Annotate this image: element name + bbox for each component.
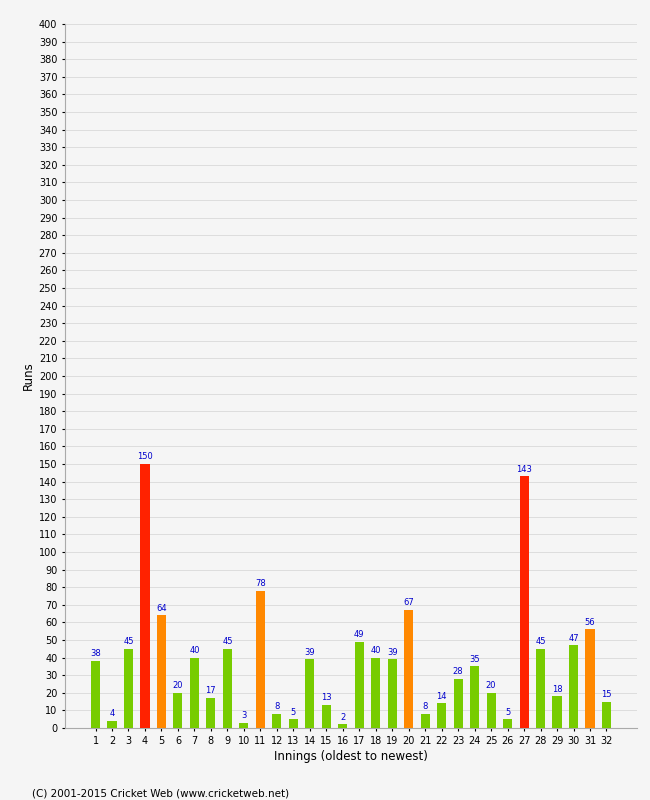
Text: 40: 40	[189, 646, 200, 655]
Bar	[140, 464, 150, 728]
Bar	[404, 610, 413, 728]
Bar	[569, 646, 578, 728]
Bar	[519, 476, 528, 728]
Bar	[256, 590, 265, 728]
Text: 47: 47	[568, 634, 578, 642]
Text: 17: 17	[205, 686, 216, 695]
Bar	[421, 714, 430, 728]
Text: 150: 150	[137, 452, 153, 462]
Text: 8: 8	[274, 702, 280, 711]
Text: 38: 38	[90, 650, 101, 658]
Bar	[586, 630, 595, 728]
Text: 40: 40	[370, 646, 381, 655]
Text: 39: 39	[304, 648, 315, 657]
Text: 35: 35	[469, 654, 480, 664]
Bar	[239, 722, 248, 728]
Text: 143: 143	[516, 465, 532, 474]
Text: 56: 56	[584, 618, 595, 627]
Bar	[107, 721, 116, 728]
Text: 78: 78	[255, 579, 266, 588]
Text: 64: 64	[156, 604, 167, 613]
Text: 49: 49	[354, 630, 365, 639]
Bar	[503, 719, 512, 728]
Bar	[306, 659, 315, 728]
Bar	[174, 693, 183, 728]
Bar	[322, 705, 331, 728]
Text: 5: 5	[291, 707, 296, 717]
Bar	[602, 702, 611, 728]
Text: 20: 20	[486, 681, 497, 690]
Text: 8: 8	[422, 702, 428, 711]
X-axis label: Innings (oldest to newest): Innings (oldest to newest)	[274, 750, 428, 763]
Text: 39: 39	[387, 648, 398, 657]
Text: 28: 28	[453, 667, 463, 676]
Text: 18: 18	[552, 685, 562, 694]
Text: 45: 45	[222, 637, 233, 646]
Text: 45: 45	[536, 637, 546, 646]
Bar	[338, 725, 347, 728]
Y-axis label: Runs: Runs	[21, 362, 34, 390]
Text: 4: 4	[109, 710, 114, 718]
Bar	[157, 615, 166, 728]
Bar	[190, 658, 199, 728]
Text: 15: 15	[601, 690, 612, 699]
Text: 2: 2	[340, 713, 345, 722]
Bar	[91, 661, 100, 728]
Bar	[289, 719, 298, 728]
Text: 14: 14	[436, 692, 447, 701]
Text: 45: 45	[124, 637, 134, 646]
Text: 20: 20	[173, 681, 183, 690]
Bar	[454, 678, 463, 728]
Text: 5: 5	[505, 707, 510, 717]
Bar	[470, 666, 479, 728]
Bar	[536, 649, 545, 728]
Bar	[487, 693, 496, 728]
Bar	[223, 649, 232, 728]
Text: (C) 2001-2015 Cricket Web (www.cricketweb.net): (C) 2001-2015 Cricket Web (www.cricketwe…	[32, 788, 290, 798]
Bar	[272, 714, 281, 728]
Text: 13: 13	[321, 694, 332, 702]
Text: 3: 3	[241, 711, 246, 720]
Bar	[124, 649, 133, 728]
Bar	[206, 698, 215, 728]
Text: 67: 67	[403, 598, 414, 607]
Bar	[355, 642, 364, 728]
Bar	[371, 658, 380, 728]
Bar	[437, 703, 446, 728]
Bar	[387, 659, 396, 728]
Bar	[552, 696, 562, 728]
